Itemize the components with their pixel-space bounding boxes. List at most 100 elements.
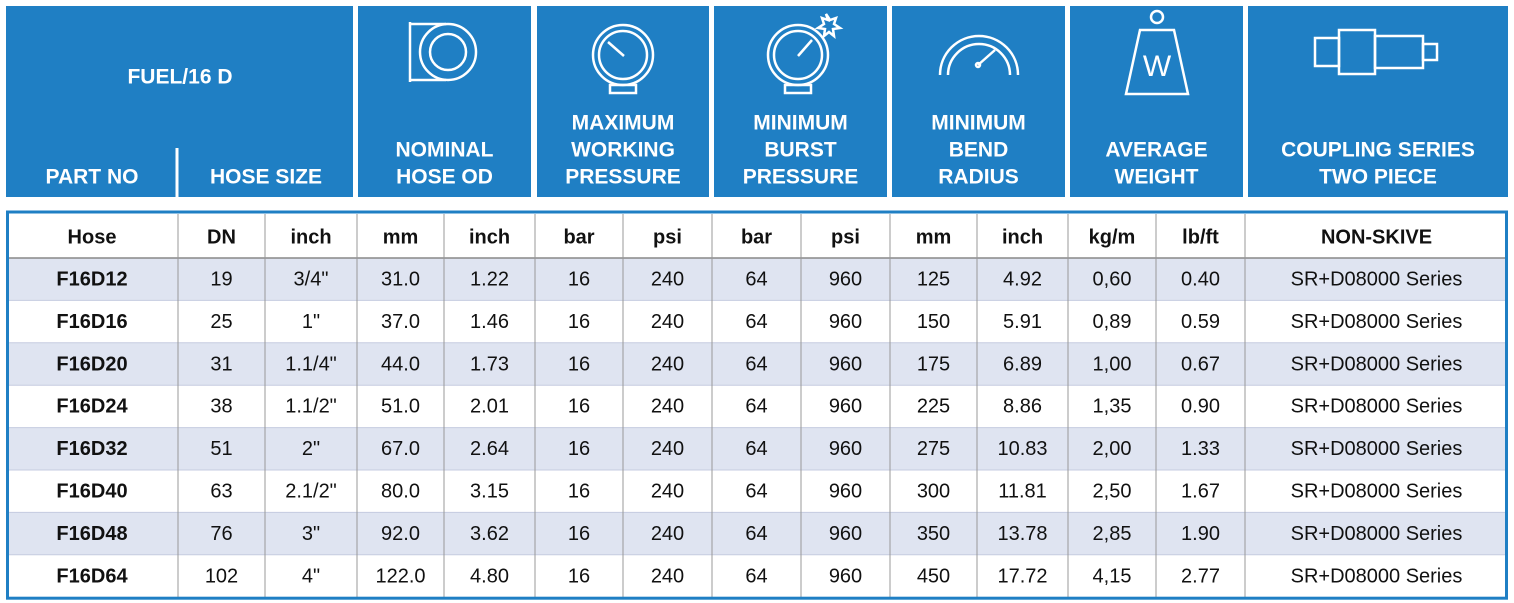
cell: 2" xyxy=(302,438,320,460)
unit-header: bar xyxy=(741,226,772,248)
cell: 4.92 xyxy=(1003,268,1042,290)
unit-header: mm xyxy=(916,226,952,248)
cell: 13.78 xyxy=(997,523,1047,545)
cell: SR+D08000 Series xyxy=(1291,480,1463,502)
cell: 240 xyxy=(651,480,684,502)
cell: 0,60 xyxy=(1093,268,1132,290)
cell: 240 xyxy=(651,438,684,460)
header-block xyxy=(1248,6,1508,197)
cell: 275 xyxy=(917,438,950,460)
header-label: WORKING xyxy=(571,139,675,162)
cell: 2.64 xyxy=(470,438,509,460)
unit-header: NON-SKIVE xyxy=(1321,226,1432,248)
icon-gauge xyxy=(591,23,655,95)
header-label: MINIMUM xyxy=(931,112,1025,135)
cell: 240 xyxy=(651,311,684,333)
cell: 2.01 xyxy=(470,396,509,418)
header-label: MAXIMUM xyxy=(572,112,675,135)
cell: 2.77 xyxy=(1181,565,1220,587)
cell: 16 xyxy=(568,353,590,375)
cell: 16 xyxy=(568,480,590,502)
cell: 3" xyxy=(302,523,320,545)
cell: 1,00 xyxy=(1093,353,1132,375)
cell: 4,15 xyxy=(1093,565,1132,587)
cell: 2,50 xyxy=(1093,480,1132,502)
icon-burst xyxy=(766,13,844,95)
cell: 17.72 xyxy=(997,565,1047,587)
cell: 63 xyxy=(210,480,232,502)
header-label: TWO PIECE xyxy=(1319,166,1437,189)
cell: 51 xyxy=(210,438,232,460)
header-block xyxy=(892,6,1065,197)
header-label: NOMINAL xyxy=(396,139,494,162)
cell: 31 xyxy=(210,353,232,375)
svg-text:W: W xyxy=(1143,50,1172,83)
row-shade xyxy=(6,258,1508,301)
cell: 64 xyxy=(745,438,767,460)
table-border xyxy=(6,210,1508,600)
cell: 0,89 xyxy=(1093,311,1132,333)
cell: 1" xyxy=(302,311,320,333)
cell: 1.73 xyxy=(470,353,509,375)
cell: 450 xyxy=(917,565,950,587)
cell: 64 xyxy=(745,565,767,587)
cell: 1.67 xyxy=(1181,480,1220,502)
cell: 31.0 xyxy=(381,268,420,290)
cell: SR+D08000 Series xyxy=(1291,565,1463,587)
part-number: F16D48 xyxy=(56,523,127,545)
header-label: HOSE OD xyxy=(396,166,493,189)
cell: 16 xyxy=(568,438,590,460)
cell: 1.46 xyxy=(470,311,509,333)
cell: 76 xyxy=(210,523,232,545)
unit-header: DN xyxy=(207,226,236,248)
header-block xyxy=(358,6,531,197)
cell: 1.90 xyxy=(1181,523,1220,545)
part-number: F16D24 xyxy=(56,396,128,418)
cell: 64 xyxy=(745,268,767,290)
cell: 16 xyxy=(568,523,590,545)
header-label: AVERAGE xyxy=(1105,139,1207,162)
table: Hose DN inch mm inch bar psi bar psi mm inch kg/m lb… xyxy=(6,210,1508,600)
cell: 1.33 xyxy=(1181,438,1220,460)
cell: SR+D08000 Series xyxy=(1291,438,1463,460)
cell: 122.0 xyxy=(375,565,425,587)
header-title: FUEL/16 D xyxy=(127,66,232,89)
cell: 80.0 xyxy=(381,480,420,502)
part-number: F16D40 xyxy=(56,480,127,502)
cell: 960 xyxy=(829,480,862,502)
cell: 64 xyxy=(745,480,767,502)
header-label: WEIGHT xyxy=(1115,166,1199,189)
cell: 960 xyxy=(829,523,862,545)
cell: 8.86 xyxy=(1003,396,1042,418)
cell: 6.89 xyxy=(1003,353,1042,375)
cell: SR+D08000 Series xyxy=(1291,396,1463,418)
part-number: F16D12 xyxy=(56,268,127,290)
part-number: F16D16 xyxy=(56,311,127,333)
header-block xyxy=(714,6,887,197)
cell: 2,00 xyxy=(1093,438,1132,460)
cell: 125 xyxy=(917,268,950,290)
cell: 240 xyxy=(651,396,684,418)
cell: 350 xyxy=(917,523,950,545)
cell: 0.67 xyxy=(1181,353,1220,375)
header-label: PRESSURE xyxy=(565,166,681,189)
cell: 16 xyxy=(568,311,590,333)
cell: 25 xyxy=(210,311,232,333)
header-label: BURST xyxy=(764,139,837,162)
cell: 10.83 xyxy=(997,438,1047,460)
cell: 225 xyxy=(917,396,950,418)
cell: 38 xyxy=(210,396,232,418)
cell: 37.0 xyxy=(381,311,420,333)
cell: 4.80 xyxy=(470,565,509,587)
header-label: RADIUS xyxy=(938,166,1019,189)
cell: SR+D08000 Series xyxy=(1291,353,1463,375)
cell: 3/4" xyxy=(294,268,329,290)
cell: 1.1/2" xyxy=(285,396,337,418)
icon-hose-od xyxy=(408,22,478,82)
cell: 960 xyxy=(829,353,862,375)
unit-header: mm xyxy=(383,226,419,248)
cell: SR+D08000 Series xyxy=(1291,311,1463,333)
cell: 64 xyxy=(745,523,767,545)
cell: 4" xyxy=(302,565,320,587)
